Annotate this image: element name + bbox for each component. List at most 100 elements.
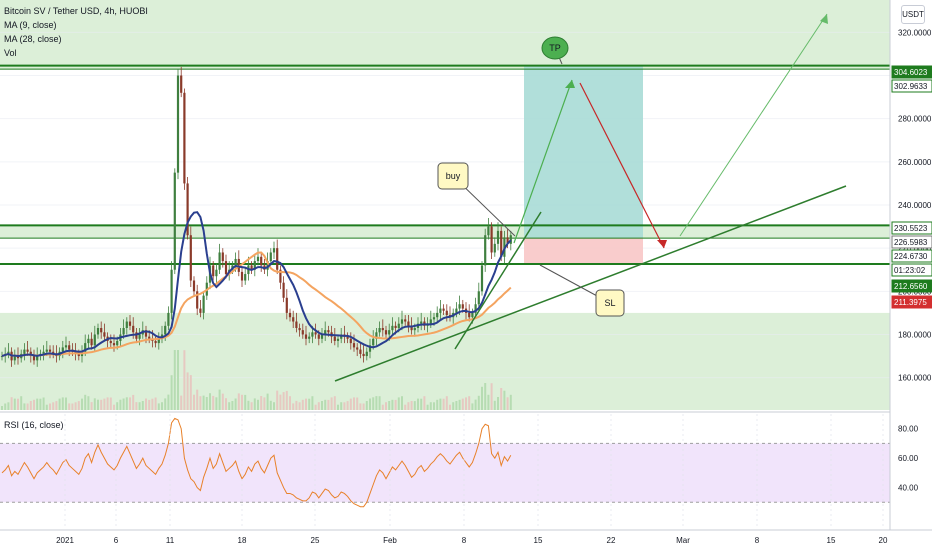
volume-bar [452, 402, 455, 410]
candle-body [468, 312, 471, 318]
x-tick-label: Mar [676, 536, 690, 545]
volume-bar [244, 394, 247, 410]
rsi-tick-label: 80.00 [898, 425, 919, 434]
take-profit-zone [524, 65, 643, 239]
volume-bar [365, 401, 368, 410]
candle-body [404, 319, 407, 322]
volume-bar [417, 398, 419, 410]
volume-bar [337, 404, 339, 410]
candle-body [125, 321, 128, 328]
candle-body [128, 321, 132, 326]
candle-body [349, 338, 352, 344]
volume-bar [42, 397, 45, 410]
volume-bar [458, 399, 461, 410]
price-label [891, 65, 932, 79]
candle-body [256, 256, 260, 262]
volume-bar [333, 396, 336, 410]
price-label-text: 212.6560 [894, 282, 928, 291]
arrowhead-down [657, 240, 667, 248]
symbol-title[interactable]: Bitcoin SV / Tether USD, 4h, HUOBI [4, 6, 148, 16]
rsi-line [1, 417, 512, 508]
volume-bar [500, 388, 503, 410]
candle-body [103, 332, 106, 337]
volume-bar [455, 401, 458, 410]
candle-body [148, 336, 151, 339]
volume-bar [68, 403, 71, 410]
volume-bar [45, 404, 48, 410]
volume-bar [477, 395, 480, 410]
volume-bar [177, 350, 179, 410]
volume-bar [269, 400, 272, 410]
volume-bar [250, 402, 253, 410]
candle-body [372, 338, 375, 346]
volume-bar [308, 398, 311, 410]
candle-body [13, 356, 16, 361]
volume-bar [292, 403, 295, 410]
volume-bar [433, 402, 435, 410]
candle-body [509, 235, 512, 244]
candle-body [394, 325, 397, 328]
candle-body [170, 269, 173, 313]
price-label [891, 79, 932, 93]
candle-body [196, 291, 199, 309]
volume-bar [103, 398, 106, 410]
volume-bar [388, 401, 391, 410]
candle-body [487, 226, 490, 236]
volume-bar [161, 402, 163, 410]
volume-bar [420, 398, 423, 410]
price-label-text: 211.3975 [894, 298, 927, 307]
candle-body [365, 351, 368, 357]
candle-body [122, 328, 125, 335]
candle-body [285, 297, 288, 313]
volume-bar [157, 403, 160, 410]
volume-bar [247, 400, 250, 410]
trendline-long [334, 185, 847, 382]
candle-body [138, 334, 141, 339]
volume-bar [266, 393, 269, 410]
volume-bar [58, 398, 61, 410]
candle-body [202, 295, 205, 313]
x-tick-label: 8 [755, 536, 760, 545]
candle-body [16, 356, 20, 359]
ma28-legend[interactable]: MA (28, close) [4, 34, 62, 44]
candle-body [189, 235, 192, 281]
candle-body [7, 351, 10, 354]
candle-body [477, 291, 480, 305]
candle-body [336, 338, 340, 341]
volume-bar [285, 390, 288, 410]
volume-bar [314, 404, 317, 410]
volume-bar [170, 375, 173, 410]
volume-bar [381, 404, 384, 410]
buy-note-bubble [437, 162, 469, 190]
candle-body [192, 280, 196, 292]
candle-body [167, 312, 170, 326]
volume-bar [349, 398, 352, 410]
volume-bar [343, 402, 346, 410]
volume-bar [7, 402, 10, 410]
volume-bar [154, 397, 157, 410]
candle-body [186, 183, 189, 236]
rsi-tick-label: 40.00 [898, 484, 919, 493]
volume-legend[interactable]: Vol [4, 48, 17, 58]
candle-body [253, 261, 256, 270]
rsi-legend[interactable]: RSI (16, close) [4, 420, 64, 430]
candle-body [375, 332, 378, 339]
candle-body [484, 235, 487, 266]
x-tick-label: 25 [311, 536, 320, 545]
volume-bar [199, 396, 202, 410]
candle-body [388, 330, 391, 335]
volume-bar [148, 399, 151, 410]
price-label [891, 279, 932, 293]
volume-bar [346, 401, 349, 410]
candle-body [359, 349, 362, 354]
volume-bar [289, 396, 291, 410]
ma9-legend[interactable]: MA (9, close) [4, 20, 57, 30]
volume-bar [228, 402, 231, 410]
volume-bar [193, 394, 195, 410]
candle-body [282, 282, 285, 298]
candle-body [96, 328, 100, 335]
candle-body [400, 319, 404, 324]
currency-button[interactable]: USDT [901, 5, 925, 24]
volume-bar [497, 397, 499, 410]
